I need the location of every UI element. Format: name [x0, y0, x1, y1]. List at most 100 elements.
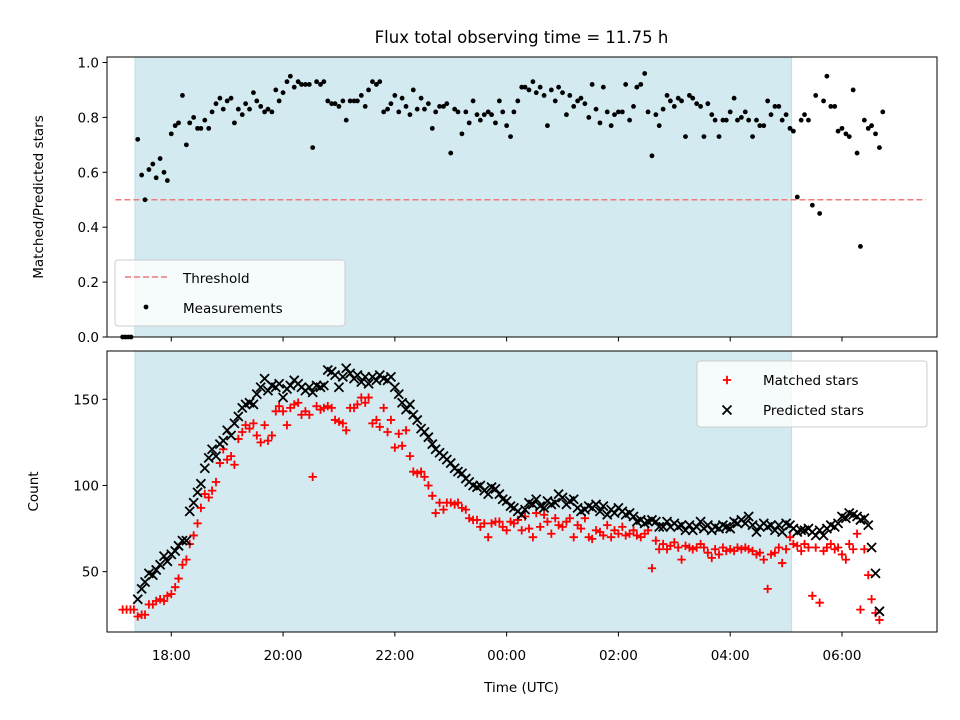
matched-point [413, 469, 422, 478]
predicted-point [199, 463, 210, 474]
predicted-point [352, 369, 363, 381]
matched-point [860, 545, 869, 554]
matched-point [535, 522, 545, 532]
measurement-point [873, 131, 878, 137]
matched-point [189, 531, 198, 540]
matched-point [725, 545, 735, 554]
matched-point [211, 477, 221, 487]
matched-point [755, 548, 765, 557]
matched-point [785, 532, 795, 542]
matched-point [256, 438, 265, 447]
predicted-point [404, 399, 416, 410]
matched-point [178, 560, 187, 569]
predicted-point [423, 432, 434, 443]
matched-point [260, 420, 269, 430]
measurement-point [712, 117, 718, 123]
matched-point [129, 605, 139, 614]
predicted-point [866, 542, 877, 553]
measurement-point [168, 131, 174, 137]
matched-point [439, 505, 448, 514]
matched-point [655, 545, 664, 554]
y-axis-label: Matched/Predicted stars [31, 115, 47, 278]
measurement-point [779, 117, 785, 123]
measurement-point [303, 82, 308, 87]
measurement-point [548, 87, 554, 93]
measurement-point [209, 109, 215, 115]
predicted-point [195, 478, 207, 489]
measurement-point [150, 161, 156, 167]
measurement-point [731, 95, 737, 101]
matched-point [323, 401, 332, 411]
measurement-point [757, 123, 763, 129]
measurement-point [709, 112, 715, 118]
y-tick-label: 0.8 [78, 110, 99, 126]
measurement-point [832, 104, 838, 109]
count-panel: 50 100 150 18:00 20:00 22:00 00:00 02:00 04:00 06… [26, 350, 938, 664]
matched-point [714, 550, 724, 559]
measurement-point [608, 123, 614, 129]
measurement-point [161, 169, 167, 175]
matched-point [770, 548, 780, 557]
measurement-point [701, 134, 707, 140]
legend-box [114, 259, 346, 327]
matched-point [230, 460, 239, 469]
legend-predicted-swatch [721, 404, 733, 416]
measurement-point [530, 79, 536, 85]
measurement-point [642, 71, 648, 76]
measurement-point [817, 211, 823, 216]
matched-point [781, 545, 791, 554]
y-tick-label: 0.4 [78, 220, 99, 236]
measurement-point [575, 98, 581, 104]
matched-point [327, 403, 336, 413]
matched-point [733, 543, 742, 552]
measurement-point [627, 117, 632, 123]
matched-point [547, 529, 556, 538]
predicted-point [329, 369, 341, 381]
measurement-point [332, 101, 338, 107]
matched-point [364, 393, 373, 402]
measurement-point [720, 117, 726, 123]
matched-point [249, 419, 258, 428]
predicted-starsseries [132, 363, 885, 617]
x-tick-label: 00:00 [487, 648, 526, 664]
measurement-point [265, 106, 271, 112]
matched-point [238, 427, 247, 437]
measurement-point [287, 73, 293, 79]
measurement-point [385, 106, 390, 112]
measurement-point [273, 87, 279, 93]
measurement-point [418, 95, 424, 101]
matched-point [487, 519, 496, 528]
matched-point [845, 539, 854, 549]
measurement-point [537, 84, 543, 90]
matched-point [528, 532, 538, 542]
measurement-point [735, 117, 740, 123]
measurement-point [869, 123, 875, 129]
measurement-point [358, 93, 364, 98]
matched-point [759, 555, 768, 564]
measurement-point [269, 109, 275, 115]
measurement-point [441, 104, 446, 109]
predicted-point [277, 392, 289, 403]
measurement-point [738, 114, 744, 120]
matched-point [569, 532, 578, 542]
measurement-point [321, 79, 327, 85]
predicted-point [818, 530, 829, 541]
measurement-point [761, 123, 767, 129]
matched-point [558, 522, 567, 532]
measurement-point [776, 104, 782, 109]
measurement-point [336, 104, 342, 109]
matched-point [674, 543, 683, 552]
measurement-point [414, 106, 420, 112]
measurement-point [172, 123, 178, 129]
matched-point [591, 526, 601, 535]
matched-point [282, 420, 292, 430]
matched-point [453, 498, 463, 507]
measurement-point [202, 117, 208, 123]
matched-point [416, 467, 426, 476]
x-tick-label: 22:00 [375, 648, 414, 664]
measurement-point [638, 82, 644, 87]
measurement-point [589, 82, 595, 87]
predicted-point [229, 418, 240, 429]
measurement-point [877, 145, 882, 150]
measurement-point [649, 153, 655, 159]
